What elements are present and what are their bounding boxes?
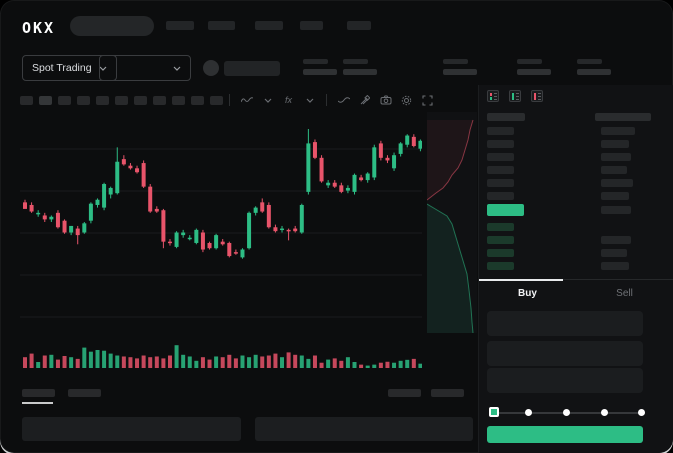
ask-size-placeholder: [601, 140, 629, 148]
tab-buy[interactable]: Buy: [518, 288, 537, 299]
orderbook-sell-view-icon[interactable]: [531, 90, 543, 102]
nav-item-placeholder[interactable]: [300, 21, 323, 30]
bottom-action-placeholder[interactable]: [388, 389, 421, 397]
indicators-fx-icon[interactable]: fx: [284, 95, 292, 105]
ask-size-placeholder: [601, 127, 635, 135]
slider-stop-75[interactable]: [601, 409, 608, 416]
market-type-dropdown[interactable]: Spot Trading: [22, 55, 117, 81]
top-nav-bar: OKX: [0, 12, 673, 50]
ask-price-placeholder[interactable]: [487, 153, 514, 161]
bottom-tabs-bar: [0, 385, 478, 407]
ticker-stat: [343, 59, 377, 75]
price-row-size-placeholder: [601, 206, 631, 214]
bid-price-placeholder[interactable]: [487, 223, 514, 231]
fullscreen-icon[interactable]: [421, 94, 434, 107]
ticker-stat: [517, 59, 551, 75]
bottom-action-placeholder[interactable]: [431, 389, 464, 397]
timeframe-button[interactable]: [191, 95, 204, 105]
chevron-down-icon[interactable]: [261, 94, 274, 107]
amount-percent-slider[interactable]: [489, 407, 645, 419]
search-input[interactable]: [70, 16, 154, 36]
pair-selector-dropdown[interactable]: [99, 55, 191, 81]
timeframe-button[interactable]: [77, 95, 90, 105]
active-tab-underline: [22, 402, 53, 404]
timeframe-button[interactable]: [96, 95, 109, 105]
chart-toolbar: fx: [0, 90, 478, 110]
tab-sell[interactable]: Sell: [616, 288, 633, 299]
chevron-down-icon: [173, 66, 181, 71]
slider-handle[interactable]: [489, 407, 499, 417]
slider-stop-50[interactable]: [563, 409, 570, 416]
nav-item-placeholder[interactable]: [166, 21, 194, 30]
buy-submit-button[interactable]: [487, 426, 643, 443]
amount-input-placeholder[interactable]: [487, 341, 643, 366]
slider-stop-100[interactable]: [638, 409, 645, 416]
market-type-label: Spot Trading: [32, 62, 92, 74]
timeframe-button[interactable]: [134, 95, 147, 105]
settings-gear-icon[interactable]: [400, 94, 413, 107]
camera-snapshot-icon[interactable]: [379, 94, 392, 107]
timeframe-button-active[interactable]: [39, 95, 52, 105]
depth-chart[interactable]: [426, 112, 477, 334]
ask-size-placeholder: [601, 179, 633, 187]
last-price-placeholder: [224, 61, 280, 76]
bid-size-placeholder: [601, 236, 631, 244]
bid-size-placeholder: [601, 249, 627, 257]
ask-price-placeholder[interactable]: [487, 179, 514, 187]
bid-price-placeholder[interactable]: [487, 249, 514, 257]
draw-tools-icon[interactable]: [358, 94, 371, 107]
ticker-stat: [577, 59, 611, 75]
slider-stop-25[interactable]: [525, 409, 532, 416]
chevron-down-icon: [99, 66, 106, 71]
nav-item-placeholder[interactable]: [208, 21, 235, 30]
bid-size-placeholder: [601, 262, 629, 270]
bottom-tab[interactable]: [68, 389, 101, 397]
bid-price-placeholder[interactable]: [487, 262, 514, 270]
orderbook-split-view-icon[interactable]: [487, 90, 499, 102]
ask-size-placeholder: [601, 153, 631, 161]
ticker-bar: Spot Trading: [0, 52, 673, 86]
orderbook-price-header-placeholder: [487, 113, 525, 121]
ask-price-placeholder[interactable]: [487, 192, 514, 200]
active-trade-tab-indicator: [479, 279, 563, 281]
ask-price-placeholder[interactable]: [487, 127, 514, 135]
right-panel: Buy Sell: [478, 85, 673, 453]
okx-logo: OKX: [22, 19, 56, 37]
orders-table-placeholder: [22, 417, 241, 441]
timeframe-button[interactable]: [172, 95, 185, 105]
price-input-placeholder[interactable]: [487, 311, 643, 336]
last-price-highlight[interactable]: [487, 204, 524, 216]
chevron-down-icon[interactable]: [303, 94, 316, 107]
nav-item-placeholder[interactable]: [255, 21, 283, 30]
timeframe-button[interactable]: [115, 95, 128, 105]
timeframe-button[interactable]: [210, 95, 223, 105]
history-table-placeholder: [255, 417, 473, 441]
nav-item-placeholder[interactable]: [347, 21, 371, 30]
ask-size-placeholder: [601, 166, 627, 174]
candlestick-chart[interactable]: [20, 112, 423, 374]
line-chart-type-icon[interactable]: [337, 94, 350, 107]
ticker-stat: [443, 59, 477, 75]
orderbook-buy-view-icon[interactable]: [509, 90, 521, 102]
timeframe-button[interactable]: [20, 95, 33, 105]
ticker-stat: [303, 59, 337, 75]
bottom-tab-active[interactable]: [22, 389, 55, 397]
orderbook-amount-header-placeholder: [595, 113, 651, 121]
trade-tabs: Buy Sell: [479, 279, 673, 305]
timeframe-button[interactable]: [153, 95, 166, 105]
orderbook-view-toggles: [487, 90, 543, 102]
timeframe-button[interactable]: [58, 95, 71, 105]
indicator-wave-icon[interactable]: [240, 94, 253, 107]
ask-price-placeholder[interactable]: [487, 166, 514, 174]
bid-price-placeholder[interactable]: [487, 236, 514, 244]
ask-price-placeholder[interactable]: [487, 140, 514, 148]
coin-avatar: [203, 60, 219, 76]
total-input-placeholder[interactable]: [487, 368, 643, 393]
ask-size-placeholder: [601, 192, 629, 200]
